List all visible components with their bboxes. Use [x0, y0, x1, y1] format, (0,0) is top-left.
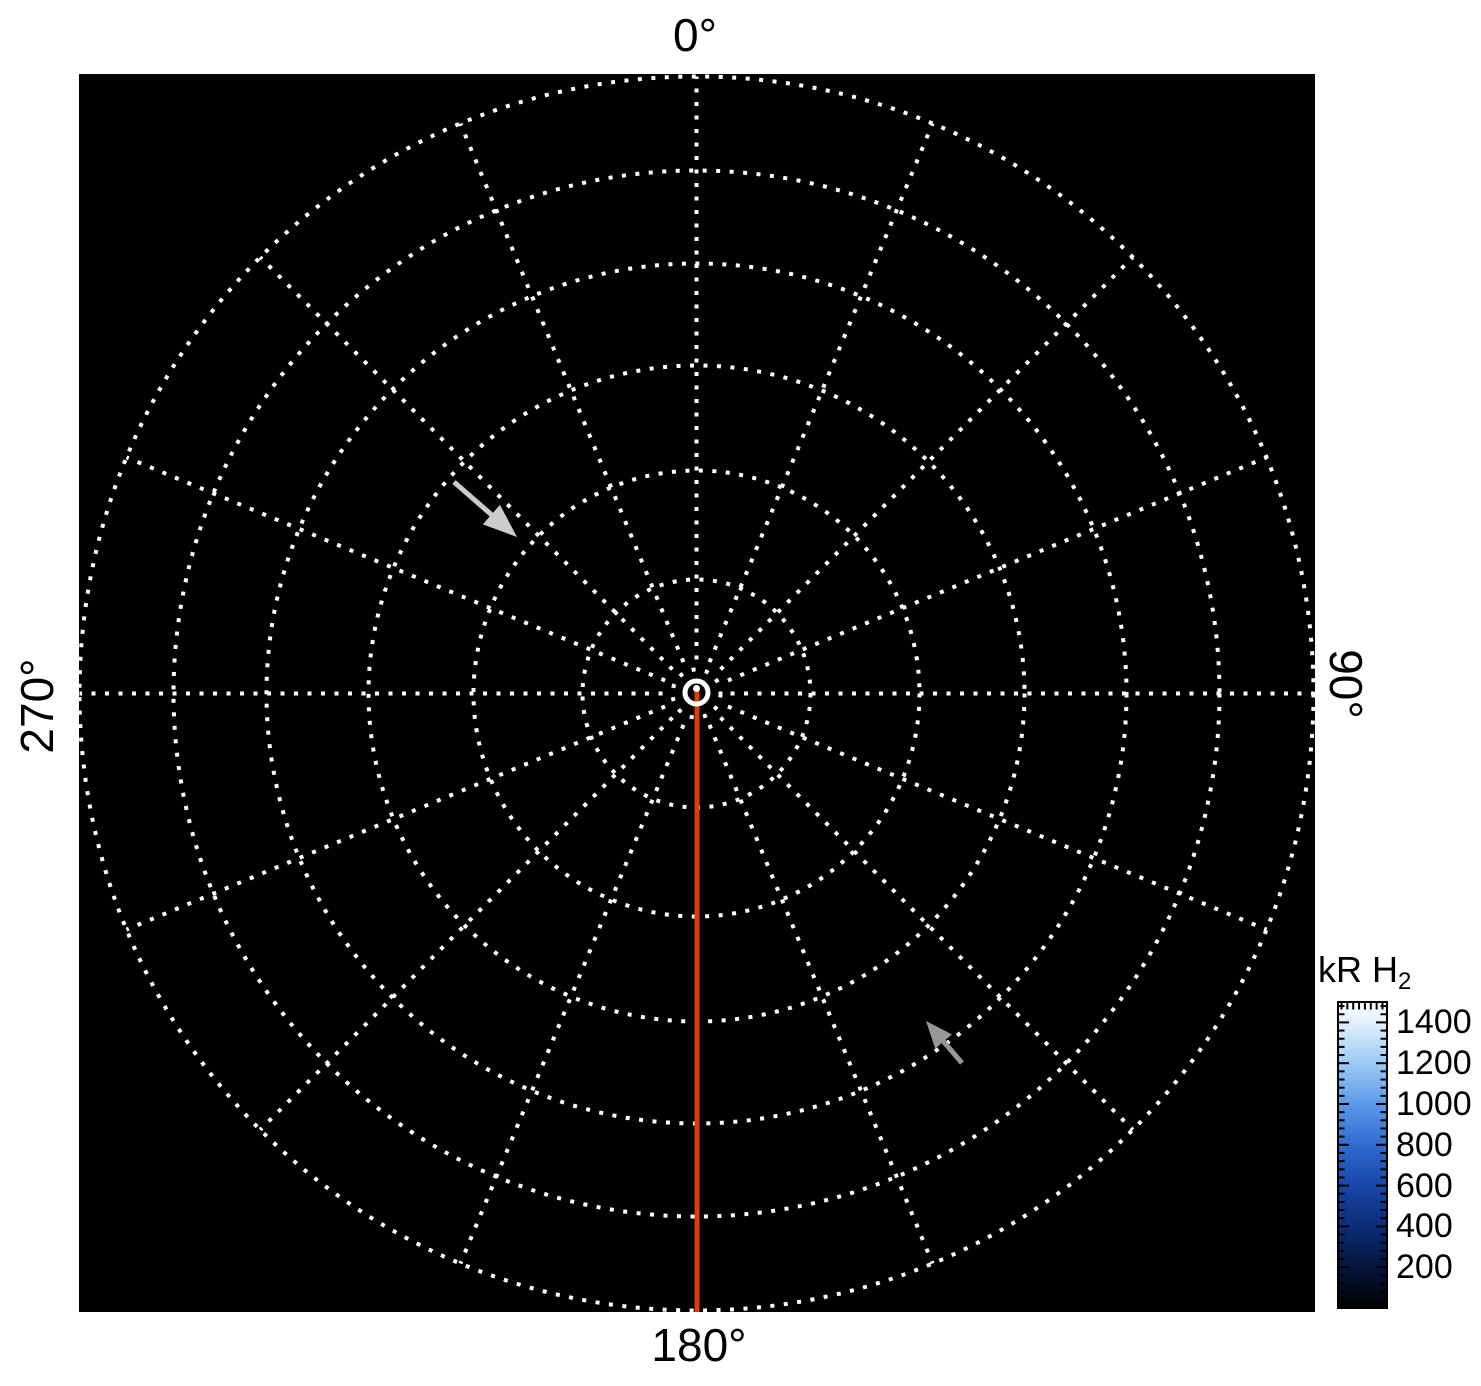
graticule-spoke	[727, 455, 1268, 683]
pole-dot	[693, 685, 700, 692]
colorbar-title-subscript: 2	[1398, 968, 1412, 995]
polar-map	[79, 74, 1315, 1312]
angle-label-0: 0°	[673, 9, 717, 61]
angle-label-270: 270°	[11, 658, 63, 754]
graticule-spoke	[125, 455, 666, 683]
graticule-ring	[670, 667, 723, 720]
colorbar-tick-label: 1000	[1396, 1085, 1472, 1123]
graticule-spoke	[125, 704, 666, 932]
graticule-spoke	[707, 724, 935, 1265]
colorbar	[1337, 1001, 1388, 1309]
colorbar-tick-label: 200	[1396, 1248, 1453, 1287]
colorbar-tick-label: 1200	[1396, 1044, 1472, 1083]
colorbar-bar	[1337, 1001, 1388, 1309]
angle-label-90: 90°	[1320, 649, 1372, 719]
pole-ring	[682, 678, 711, 707]
graticule-spoke	[458, 122, 686, 663]
angle-label-180: 180°	[651, 1319, 747, 1371]
annotation-arrow-head	[482, 504, 517, 537]
colorbar-title-text: kR H	[1318, 949, 1398, 990]
colorbar-tick-label: 600	[1396, 1166, 1453, 1205]
graticule-spoke	[707, 122, 935, 663]
graticule-spoke	[258, 716, 674, 1132]
annotation-arrow-head	[926, 1021, 952, 1049]
graticule-spoke	[458, 724, 686, 1265]
annotation-arrow-shaft	[938, 1036, 964, 1065]
annotation-arrow-shaft	[452, 480, 497, 520]
colorbar-title: kR H2	[1318, 952, 1411, 994]
colorbar-tick-label: 800	[1396, 1125, 1453, 1164]
graticule-spoke	[727, 704, 1268, 932]
colorbar-tick-label: 400	[1396, 1207, 1453, 1246]
colorbar-tick-label: 1400	[1396, 1003, 1472, 1042]
graticule-spoke	[719, 255, 1135, 671]
graticule-spoke	[258, 255, 674, 671]
graticule-spoke	[719, 716, 1135, 1132]
